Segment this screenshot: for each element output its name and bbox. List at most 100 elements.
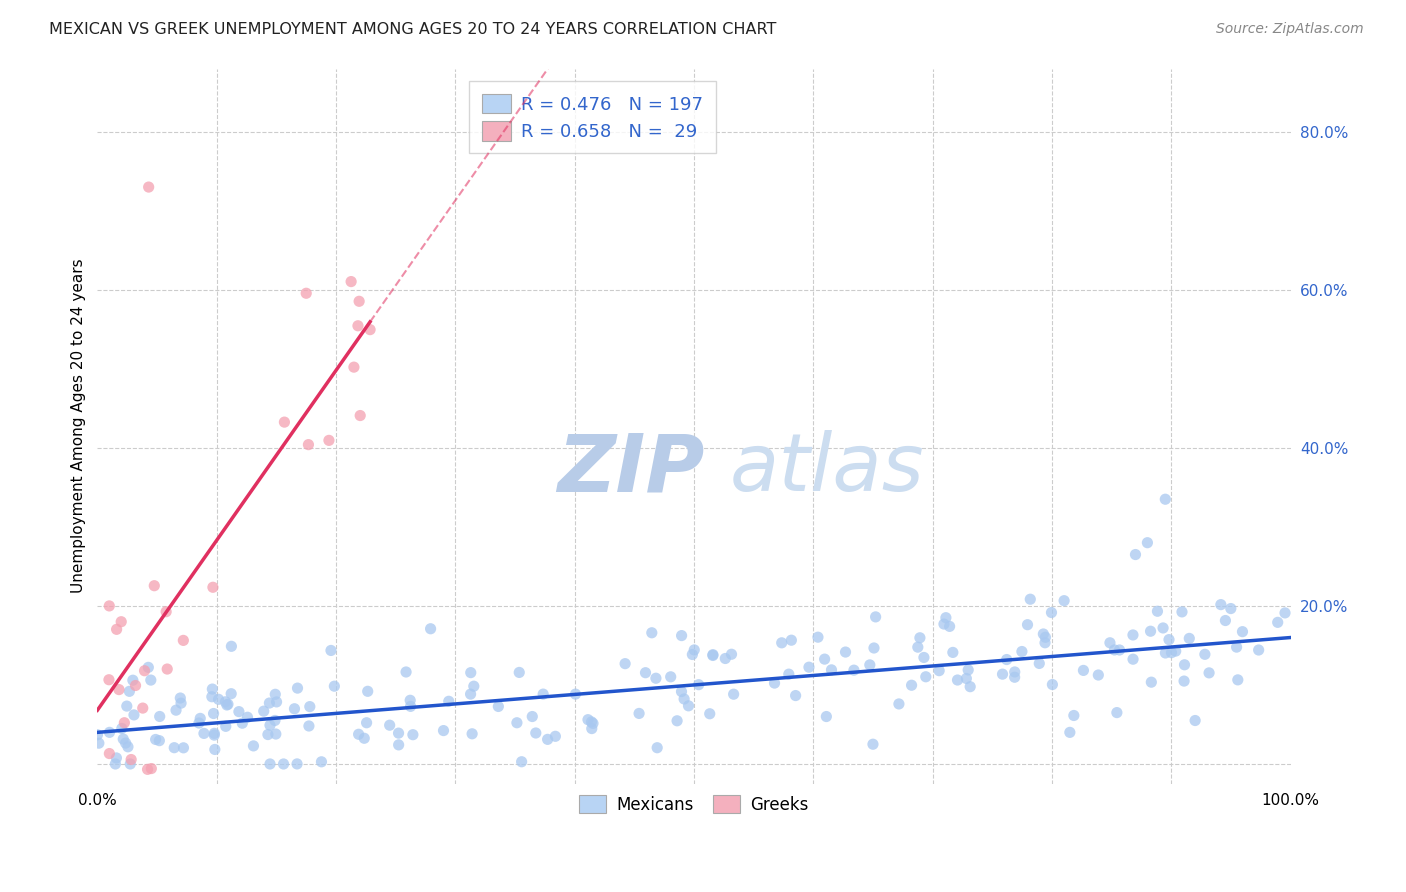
Point — [242, 739, 264, 753]
Text: ZIP: ZIP — [557, 430, 704, 508]
Point — [156, 662, 179, 676]
Text: Source: ZipAtlas.com: Source: ZipAtlas.com — [1216, 22, 1364, 37]
Point — [273, 756, 295, 771]
Point — [1098, 636, 1121, 650]
Point — [134, 664, 156, 678]
Point — [120, 756, 142, 771]
Point — [201, 690, 224, 704]
Point — [323, 679, 346, 693]
Point — [437, 694, 460, 708]
Point — [1063, 708, 1085, 723]
Point — [681, 648, 703, 662]
Point — [942, 645, 965, 659]
Point — [155, 605, 177, 619]
Point — [110, 615, 132, 629]
Point — [432, 723, 454, 738]
Point — [807, 630, 830, 644]
Point — [1139, 624, 1161, 639]
Point — [114, 736, 136, 750]
Point — [104, 756, 127, 771]
Point — [785, 689, 807, 703]
Point — [402, 728, 425, 742]
Point — [266, 695, 288, 709]
Point — [536, 732, 558, 747]
Point — [136, 763, 159, 777]
Point — [1152, 621, 1174, 635]
Point — [834, 645, 856, 659]
Point — [460, 687, 482, 701]
Point — [1108, 643, 1130, 657]
Point — [887, 697, 910, 711]
Point — [673, 692, 696, 706]
Point — [204, 742, 226, 756]
Point — [1173, 657, 1195, 672]
Point — [959, 680, 981, 694]
Point — [935, 610, 957, 624]
Point — [1040, 677, 1063, 691]
Point — [1154, 492, 1177, 507]
Point — [228, 705, 250, 719]
Point — [863, 640, 886, 655]
Point — [378, 718, 401, 732]
Point — [1164, 644, 1187, 658]
Point — [285, 756, 308, 771]
Point — [1226, 673, 1249, 687]
Point — [1184, 714, 1206, 728]
Point — [1122, 652, 1144, 666]
Point — [1053, 593, 1076, 607]
Point — [1194, 648, 1216, 662]
Point — [98, 599, 121, 613]
Point — [1140, 675, 1163, 690]
Point — [683, 643, 706, 657]
Point — [1122, 628, 1144, 642]
Point — [995, 652, 1018, 666]
Point — [1157, 632, 1180, 647]
Point — [1004, 665, 1026, 679]
Point — [815, 709, 838, 723]
Text: MEXICAN VS GREEK UNEMPLOYMENT AMONG AGES 20 TO 24 YEARS CORRELATION CHART: MEXICAN VS GREEK UNEMPLOYMENT AMONG AGES… — [49, 22, 776, 37]
Point — [118, 684, 141, 698]
Point — [486, 699, 509, 714]
Point — [87, 736, 110, 750]
Point — [702, 648, 724, 662]
Point — [387, 726, 409, 740]
Point — [780, 633, 803, 648]
Point — [236, 710, 259, 724]
Point — [257, 727, 280, 741]
Point — [1178, 632, 1201, 646]
Point — [1173, 674, 1195, 689]
Point — [273, 415, 295, 429]
Point — [297, 437, 319, 451]
Point — [221, 640, 243, 654]
Point — [399, 693, 422, 707]
Point — [1004, 670, 1026, 684]
Point — [1033, 636, 1056, 650]
Point — [1154, 646, 1177, 660]
Point — [522, 709, 544, 723]
Point — [298, 699, 321, 714]
Point — [353, 731, 375, 746]
Point — [1198, 665, 1220, 680]
Point — [1040, 606, 1063, 620]
Point — [634, 665, 657, 680]
Point — [215, 698, 238, 712]
Point — [356, 715, 378, 730]
Point — [460, 665, 482, 680]
Point — [108, 682, 131, 697]
Point — [666, 714, 689, 728]
Point — [259, 696, 281, 710]
Point — [1215, 614, 1237, 628]
Point — [231, 716, 253, 731]
Point — [145, 732, 167, 747]
Point — [98, 747, 121, 761]
Point — [1160, 646, 1182, 660]
Point — [770, 636, 793, 650]
Point — [544, 729, 567, 743]
Point — [955, 672, 977, 686]
Point — [865, 610, 887, 624]
Point — [1136, 535, 1159, 549]
Point — [347, 318, 370, 333]
Point — [1087, 668, 1109, 682]
Point — [169, 691, 191, 706]
Point — [645, 740, 668, 755]
